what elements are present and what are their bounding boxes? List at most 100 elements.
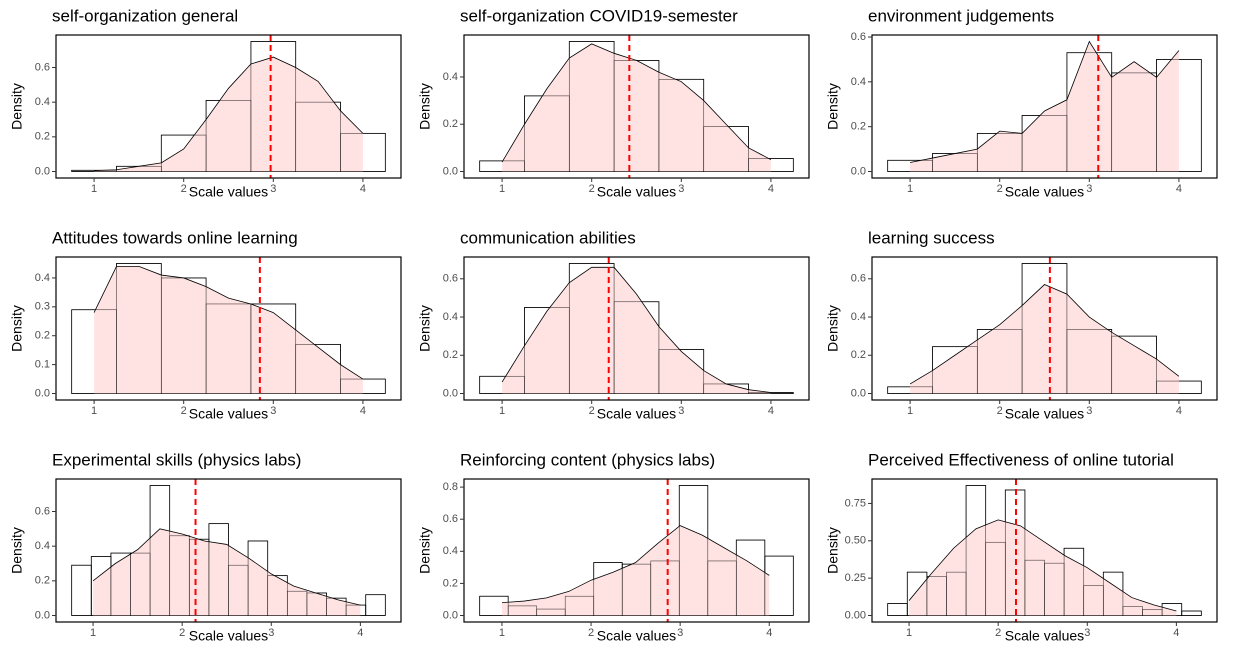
x-tick-label: 4 [360,183,366,195]
y-axis-label: Density [417,83,433,130]
panel-border [871,256,1218,401]
panel: self-organization COVID19-semester Scale … [417,6,810,200]
density-area [93,528,361,616]
x-tick-label: 2 [179,627,185,639]
histogram-bar-outline [1181,610,1202,616]
panel-title: self-organization general [52,6,238,25]
density-line [93,265,364,380]
panel-border [871,478,1218,623]
y-tick-label: 0.50 [845,535,866,547]
x-tick-label: 1 [499,405,505,417]
y-axis-label: Density [9,305,25,352]
x-axis-label: Scale values [189,184,268,200]
density-area [910,41,1179,172]
y-tick-label: 0.2 [443,349,458,361]
y-tick-label: 0.6 [851,273,866,285]
x-tick-label: 3 [1084,627,1090,639]
y-tick-label: 0.6 [851,31,866,43]
y-tick-label: 0.0 [851,387,866,399]
y-tick-label: 0.1 [35,359,50,371]
x-tick-label: 4 [357,627,363,639]
x-tick-label: 1 [907,405,913,417]
x-axis-label: Scale values [1005,184,1084,200]
density-area [501,525,770,616]
x-axis-label: Scale values [1005,406,1084,422]
y-axis-label: Density [825,305,841,352]
x-tick-label: 2 [997,405,1003,417]
x-axis-label: Scale values [189,406,268,422]
x-axis-label: Scale values [189,628,268,644]
histogram-bar-outline [1161,603,1183,616]
x-tick-label: 3 [1086,183,1092,195]
x-axis-label: Scale values [597,184,676,200]
x-tick-label: 1 [91,405,97,417]
histogram-bar-outline [71,564,92,616]
panel: learning success Scale values Density 1 2 3 4 0… [825,228,1218,422]
histogram-bar-outline [1063,547,1085,616]
panel-title: communication abilities [460,228,636,247]
x-tick-label: 4 [1173,627,1179,639]
y-tick-label: 0.4 [35,540,50,552]
panel-title: environment judgements [868,6,1054,25]
x-tick-label: 2 [181,405,187,417]
x-tick-label: 3 [1086,405,1092,417]
x-tick-label: 2 [589,405,595,417]
histogram-bar [887,603,908,616]
panel-border [463,34,810,179]
density-area [94,57,363,172]
x-axis-label: Scale values [597,406,676,422]
x-tick-label: 2 [589,183,595,195]
x-tick-label: 2 [997,183,1003,195]
y-axis-label: Density [417,305,433,352]
histogram-bar-outline [658,79,705,172]
density-line [909,284,1180,385]
y-axis-label: Density [9,83,25,130]
density-area [502,267,771,394]
x-tick-label: 4 [768,183,774,195]
panel-border [55,256,402,401]
x-tick-label: 1 [499,183,505,195]
x-tick-label: 2 [588,627,594,639]
y-tick-label: 0.6 [35,61,50,73]
histogram-bar [1181,610,1202,616]
panel-title: Perceived Effectiveness of online tutori… [868,450,1174,469]
y-tick-label: 0.0 [35,609,50,621]
x-tick-label: 3 [268,627,274,639]
density-line [501,525,770,604]
y-tick-label: 0.0 [35,387,50,399]
y-tick-label: 0.2 [35,575,50,587]
y-tick-label: 0.2 [443,118,458,130]
y-tick-label: 0.0 [35,165,50,177]
x-tick-label: 4 [1176,405,1182,417]
panel-title: Reinforcing content (physics labs) [460,450,715,469]
density-area [94,266,363,394]
panel-title: self-organization COVID19-semester [460,6,738,25]
histogram-bar-outline [764,555,794,616]
histogram-bar-outline [613,301,660,394]
histogram-bar-outline [1156,380,1202,394]
y-tick-label: 0.6 [35,505,50,517]
x-tick-label: 3 [678,183,684,195]
x-tick-label: 1 [91,183,97,195]
x-tick-label: 4 [766,627,772,639]
x-tick-label: 3 [677,627,683,639]
histogram-bar-outline [703,126,749,172]
histogram-bar [365,594,386,616]
y-tick-label: 0.00 [845,609,866,621]
histogram-bar-outline [748,392,794,394]
panel: Attitudes towards online learning Scale v… [9,228,402,422]
x-tick-label: 4 [360,405,366,417]
y-tick-label: 0.6 [443,273,458,285]
y-tick-label: 0.4 [35,272,50,284]
histogram-bar-outline [1156,59,1202,172]
y-axis-label: Density [825,83,841,130]
panel-border [55,34,402,179]
x-axis-label: Scale values [597,628,676,644]
y-tick-label: 0.6 [443,513,458,525]
y-tick-label: 0.4 [443,545,458,557]
panel: Experimental skills (physics labs) Scale … [9,450,402,644]
panel: self-organization general Scale values Den… [9,6,402,200]
y-tick-label: 0.0 [851,165,866,177]
panel-title: learning success [868,228,995,247]
